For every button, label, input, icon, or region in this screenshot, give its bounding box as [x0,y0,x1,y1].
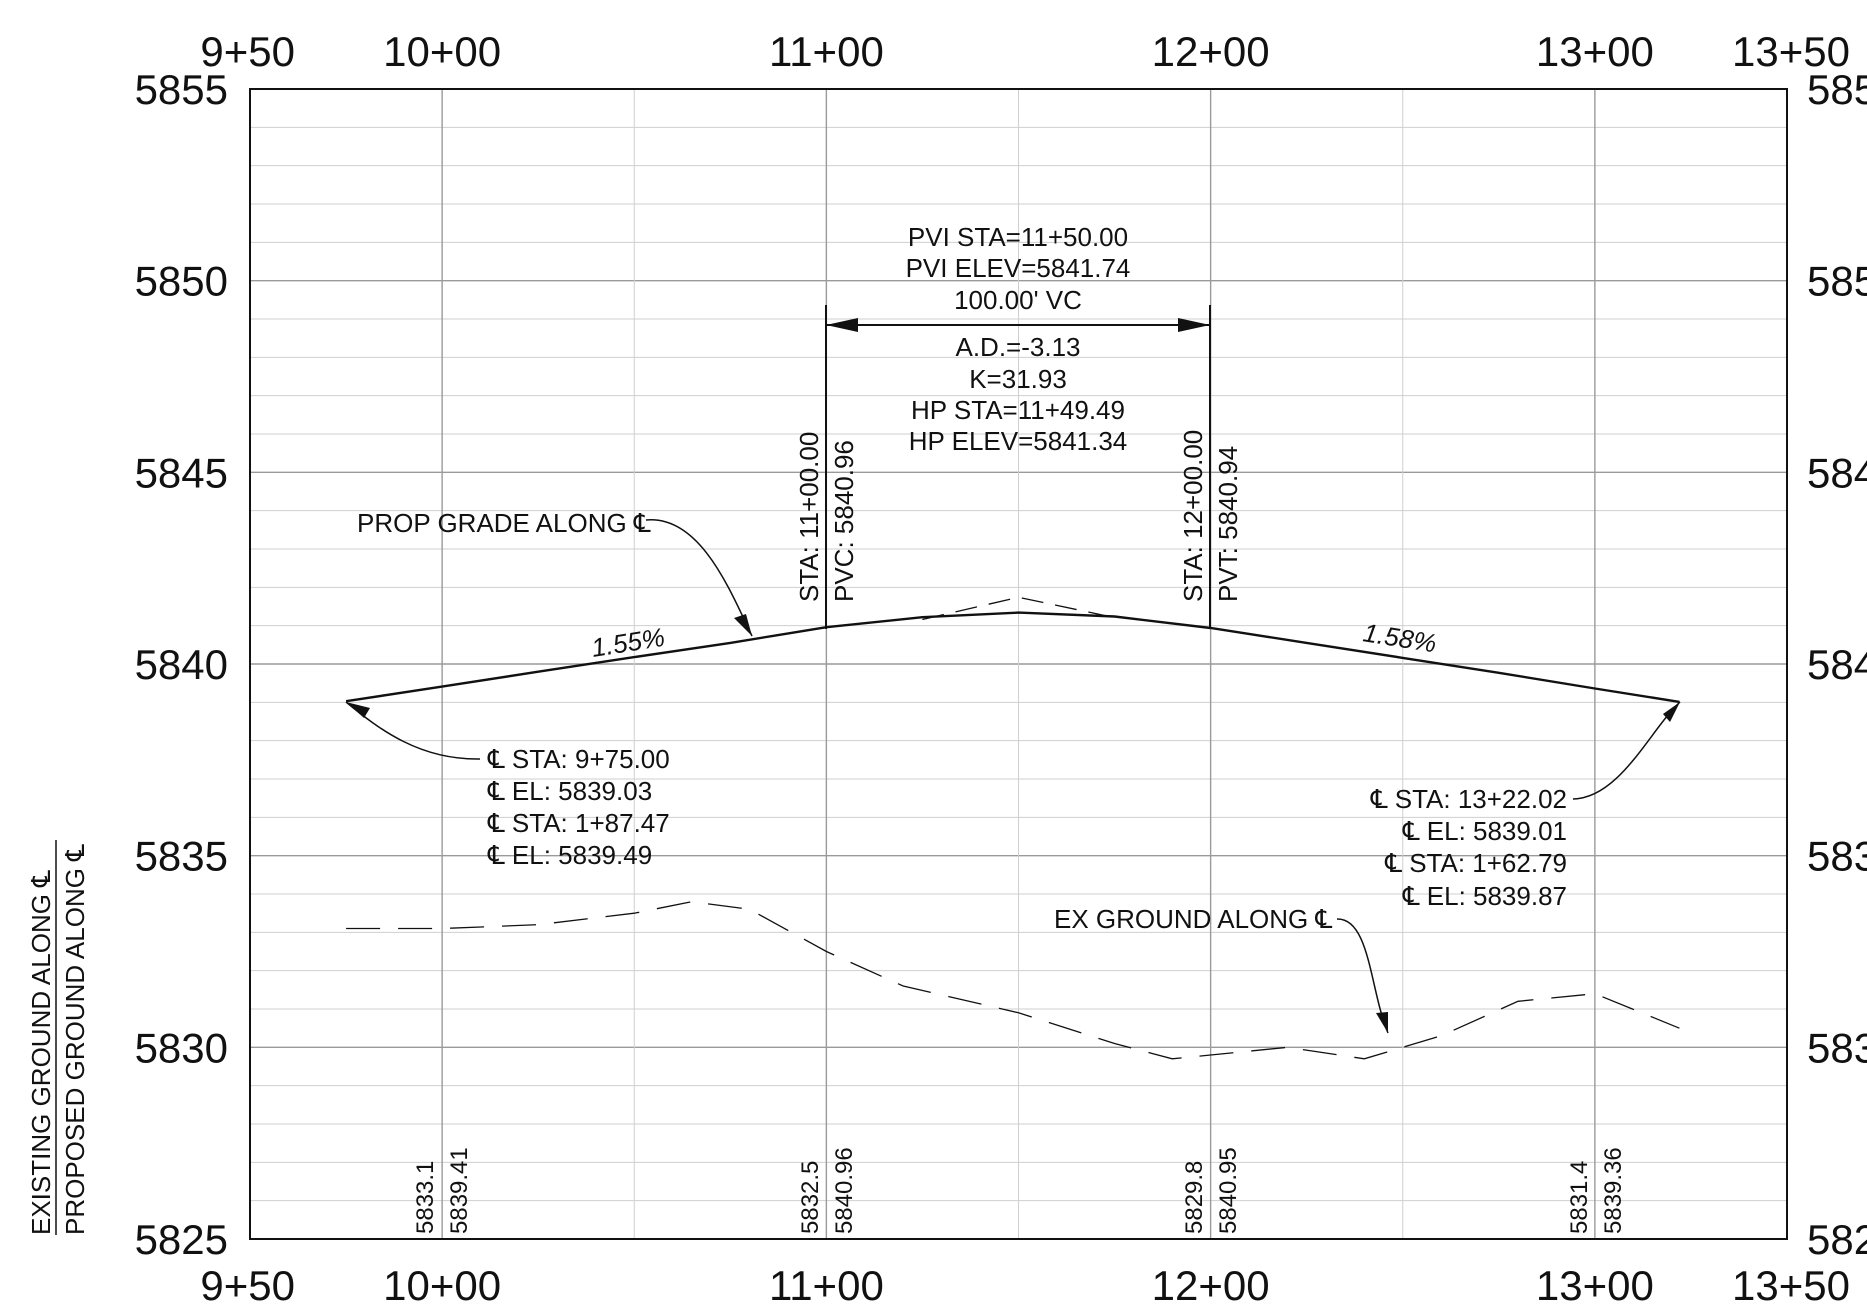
end-callout: ℄ STA: 13+22.02 ℄ EL: 5839.01 ℄ STA: 1+6… [1370,784,1567,911]
pvi-elev: PVI ELEV=5841.74 [906,253,1131,283]
x-tick-label-top: 12+00 [1152,28,1270,75]
ex-ground-arrow [1376,1012,1388,1033]
y-tick-label-left: 5830 [135,1024,228,1071]
start-sta: ℄ STA: 9+75.00 [487,744,670,774]
x-axis-top: 9+50 10+00 11+00 12+00 13+00 13+50 [200,28,1850,75]
y-tick-label-right: 582 [1807,1216,1867,1263]
start-arrow [346,702,370,718]
end-sta-2: ℄ STA: 1+62.79 [1384,848,1567,878]
y-axis-right: 585 585 584 584 583 583 582 [1807,66,1867,1263]
existing-elev-12: 5829.8 [1181,1161,1208,1234]
vc-right-arrow [1178,318,1210,332]
x-tick-label-top: 13+50 [1732,28,1850,75]
y-tick-label-right: 583 [1807,833,1867,880]
pvt-elev-label: PVT: 5840.94 [1213,446,1243,602]
proposed-elev-10: 5839.41 [446,1147,473,1234]
y-tick-label-right: 585 [1807,258,1867,305]
x-tick-label-top: 11+00 [769,28,884,75]
x-tick-label-bottom: 11+00 [769,1262,884,1309]
y-tick-label-right: 584 [1807,641,1867,688]
pvc-sta-label: STA: 11+00.00 [794,432,824,602]
proposed-elev-13: 5839.36 [1600,1147,1627,1234]
y-tick-label-left: 5850 [135,258,228,305]
start-sta-2: ℄ STA: 1+87.47 [487,808,670,838]
x-axis-bottom: 9+50 10+00 11+00 12+00 13+00 13+50 [200,1262,1850,1309]
y-tick-label-right: 583 [1807,1024,1867,1071]
existing-ground-line [346,901,1680,1060]
proposed-grade-line [345,611,1680,704]
end-el-2: ℄ EL: 5839.87 [1402,881,1567,911]
x-tick-label-top: 10+00 [383,28,501,75]
x-tick-label-bottom: 13+00 [1536,1262,1654,1309]
end-leader [1572,701,1681,800]
proposed-ground-label: PROPOSED GROUND ALONG ℄ [60,844,90,1235]
start-callout: ℄ STA: 9+75.00 ℄ EL: 5839.03 ℄ STA: 1+87… [487,744,670,870]
x-tick-label-bottom: 9+50 [200,1262,295,1309]
end-sta: ℄ STA: 13+22.02 [1370,784,1567,814]
y-tick-label-right: 584 [1807,449,1867,496]
bottom-elevations: 5833.1 5839.41 5832.5 5840.96 5829.8 584… [412,1147,1627,1234]
plot-frame [249,88,1788,1240]
side-label: EXISTING GROUND ALONG ℄ PROPOSED GROUND … [26,840,90,1235]
prop-grade-arrow [734,614,752,636]
hp-sta: HP STA=11+49.49 [911,395,1125,425]
start-el: ℄ EL: 5839.03 [487,776,652,806]
end-arrow [1663,702,1680,722]
x-tick-label-bottom: 13+50 [1732,1262,1850,1309]
prop-grade-label: PROP GRADE ALONG ℄ [357,508,651,538]
grid [250,89,1787,1239]
y-axis-left: 5855 5850 5845 5840 5835 5830 5825 [135,66,228,1263]
y-tick-label-left: 5855 [135,66,228,113]
vertical-curve-dimension [825,305,1211,629]
proposed-elev-11: 5840.96 [831,1147,858,1234]
vc-left-arrow [826,318,858,332]
k-value: K=31.93 [969,364,1067,394]
ex-ground-label: EX GROUND ALONG ℄ [1054,904,1332,934]
x-tick-label-top: 9+50 [200,28,295,75]
pvi-sta: PVI STA=11+50.00 [908,222,1128,252]
algebraic-difference: A.D.=-3.13 [955,332,1080,362]
x-tick-label-bottom: 10+00 [383,1262,501,1309]
start-el-2: ℄ EL: 5839.49 [487,840,652,870]
x-tick-label-top: 13+00 [1536,28,1654,75]
vc-length: 100.00' VC [954,285,1082,315]
y-tick-label-left: 5835 [135,833,228,880]
pvi-annotation: PVI STA=11+50.00 PVI ELEV=5841.74 100.00… [906,222,1131,456]
pvt-sta-label: STA: 12+00.00 [1178,430,1208,602]
pvc-elev-label: PVC: 5840.96 [829,440,859,602]
existing-elev-11: 5832.5 [797,1161,824,1234]
y-tick-label-left: 5825 [135,1216,228,1263]
y-tick-label-right: 585 [1807,66,1867,113]
grade-left-label: 1.55% [589,622,667,663]
hp-elev: HP ELEV=5841.34 [909,426,1128,456]
y-tick-label-left: 5840 [135,641,228,688]
leader-arrows [346,614,1680,1033]
existing-ground-label: EXISTING GROUND ALONG ℄ [26,870,56,1235]
x-tick-label-bottom: 12+00 [1152,1262,1270,1309]
existing-elev-13: 5831.4 [1566,1161,1593,1234]
profile-lines [345,596,1680,1060]
proposed-elev-12: 5840.95 [1215,1147,1242,1234]
existing-elev-10: 5833.1 [412,1161,439,1234]
y-tick-label-left: 5845 [135,449,228,496]
end-el: ℄ EL: 5839.01 [1402,816,1567,846]
